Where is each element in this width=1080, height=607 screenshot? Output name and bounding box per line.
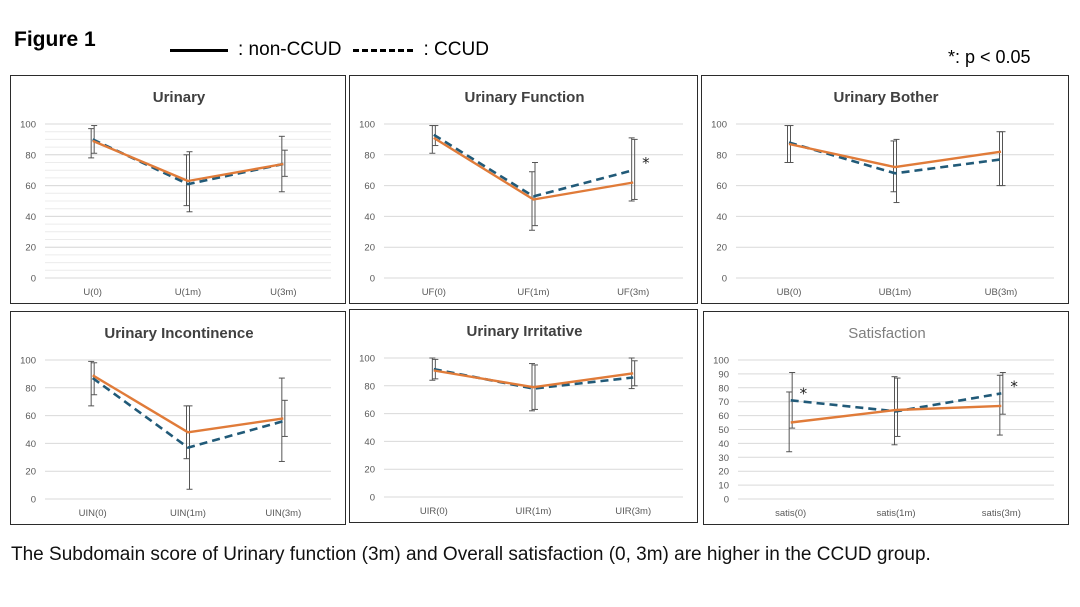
legend-dashed-line-icon [353,48,414,52]
x-tick-label: UB(0) [777,287,802,298]
chart-panel-satisfaction: Satisfaction 0 10 20 30 40 50 60 70 80 90 100 satis(… [703,311,1069,525]
y-tick-label: 70 [718,397,729,408]
chart-urinary: Urinary 0 20 40 60 80 100 U(0) U(1m) U(3m) [20,89,331,298]
y-tick-label: 0 [31,495,36,506]
chart-urinary-bother: Urinary Bother 0 20 40 60 80 100 UB(0) UB(1m) UB(… [711,89,1054,298]
y-tick-label: 90 [718,369,729,380]
y-tick-label: 20 [25,467,36,478]
y-tick-label: 80 [25,150,36,161]
y-tick-label: 80 [718,383,729,394]
y-tick-label: 40 [364,212,375,223]
chart-panel-urinary-incontinence: Urinary Incontinence 0 20 40 60 80 100 UIN(0) UI… [10,311,346,525]
chart-title: Urinary Function [464,89,584,106]
y-tick-label: 20 [25,243,36,254]
y-tick-label: 0 [370,493,375,504]
y-tick-label: 40 [716,212,727,223]
y-tick-label: 20 [364,465,375,476]
legend-solid-label: : non-CCUD [238,39,342,60]
x-tick-label: UIR(0) [420,506,448,517]
y-tick-label: 20 [364,243,375,254]
y-tick-label: 40 [25,212,36,223]
y-tick-label: 60 [25,411,36,422]
legend: : non-CCUD : CCUD [170,38,501,62]
figure-caption: The Subdomain score of Urinary function … [11,544,931,565]
chart-satisfaction: Satisfaction 0 10 20 30 40 50 60 70 80 90 100 satis(… [713,325,1054,519]
y-tick-label: 80 [716,150,727,161]
y-tick-label: 10 [718,481,729,492]
significance-mark: * [642,154,650,172]
x-tick-label: UIN(3m) [265,508,301,519]
y-tick-label: 60 [718,411,729,422]
y-tick-label: 60 [364,409,375,420]
series-line-non-ccud [433,369,634,389]
y-tick-label: 30 [718,453,729,464]
chart-panel-urinary-irritative: Urinary Irritative 0 20 40 60 80 100 UIR(0) UIR(… [349,309,698,523]
x-tick-label: satis(0) [775,508,806,519]
chart-panel-urinary-bother: Urinary Bother 0 20 40 60 80 100 UB(0) UB(1m) UB(… [701,75,1069,304]
series-line-ccud [790,392,1002,413]
chart-urinary-incontinence: Urinary Incontinence 0 20 40 60 80 100 UIN(0) UI… [20,325,331,519]
y-tick-label: 60 [716,181,727,192]
y-tick-label: 40 [25,439,36,450]
chart-panel-urinary: Urinary 0 20 40 60 80 100 U(0) U(1m) U(3m) [10,75,346,304]
chart-title: Urinary Irritative [467,323,583,340]
y-tick-label: 100 [359,354,375,365]
series-line-ccud [91,377,284,449]
y-tick-label: 100 [20,356,36,367]
y-tick-label: 0 [724,495,729,506]
x-tick-label: U(0) [83,287,101,298]
series-line-ccud [788,141,1002,175]
series-line-non-ccud [433,136,634,201]
y-tick-label: 100 [20,120,36,131]
y-tick-label: 40 [718,439,729,450]
figure-title: Figure 1 [14,28,96,51]
y-tick-label: 100 [359,120,375,131]
x-tick-label: UIN(1m) [170,508,206,519]
chart-title: Urinary Incontinence [104,325,253,342]
y-tick-label: 50 [718,425,729,436]
chart-title: Satisfaction [848,325,926,342]
x-tick-label: UB(1m) [879,287,912,298]
y-tick-label: 100 [713,356,729,367]
y-tick-label: 0 [370,274,375,285]
x-tick-label: UIR(1m) [516,506,552,517]
x-tick-label: UIR(3m) [615,506,651,517]
series-line-ccud [92,138,284,186]
series-line-non-ccud [788,142,1002,169]
y-tick-label: 80 [25,383,36,394]
series-line-non-ccud [92,374,284,434]
chart-urinary-irritative: Urinary Irritative 0 20 40 60 80 100 UIR(0) UIR(… [359,323,683,517]
y-tick-label: 20 [716,243,727,254]
y-tick-label: 80 [364,150,375,161]
y-tick-label: 60 [25,181,36,192]
series-line-non-ccud [92,139,284,183]
y-tick-label: 100 [711,120,727,131]
x-tick-label: U(3m) [270,287,296,298]
significance-note: *: p < 0.05 [948,47,1031,67]
chart-urinary-function: Urinary Function 0 20 40 60 80 100 UF(0) UF(1m) U… [359,89,683,298]
significance-mark: * [800,384,808,402]
y-tick-label: 40 [364,437,375,448]
x-tick-label: UF(3m) [617,287,649,298]
x-tick-label: satis(1m) [876,508,915,519]
x-tick-label: UF(0) [422,287,446,298]
significance-mark: * [1010,377,1018,395]
chart-title: Urinary Bother [833,89,938,106]
legend-solid-line-icon [170,48,228,52]
x-tick-label: UB(3m) [985,287,1018,298]
x-tick-label: U(1m) [175,287,201,298]
y-tick-label: 20 [718,467,729,478]
x-tick-label: satis(3m) [982,508,1021,519]
chart-title: Urinary [153,89,206,106]
series-line-ccud [433,133,634,198]
y-tick-label: 0 [722,274,727,285]
y-tick-label: 60 [364,181,375,192]
y-tick-label: 80 [364,381,375,392]
x-tick-label: UIN(0) [79,508,107,519]
legend-dashed-label: : CCUD [423,39,489,60]
series-line-non-ccud [790,404,1002,424]
y-tick-label: 0 [31,274,36,285]
chart-panel-urinary-function: Urinary Function 0 20 40 60 80 100 UF(0) UF(1m) U… [349,75,698,304]
x-tick-label: UF(1m) [517,287,549,298]
